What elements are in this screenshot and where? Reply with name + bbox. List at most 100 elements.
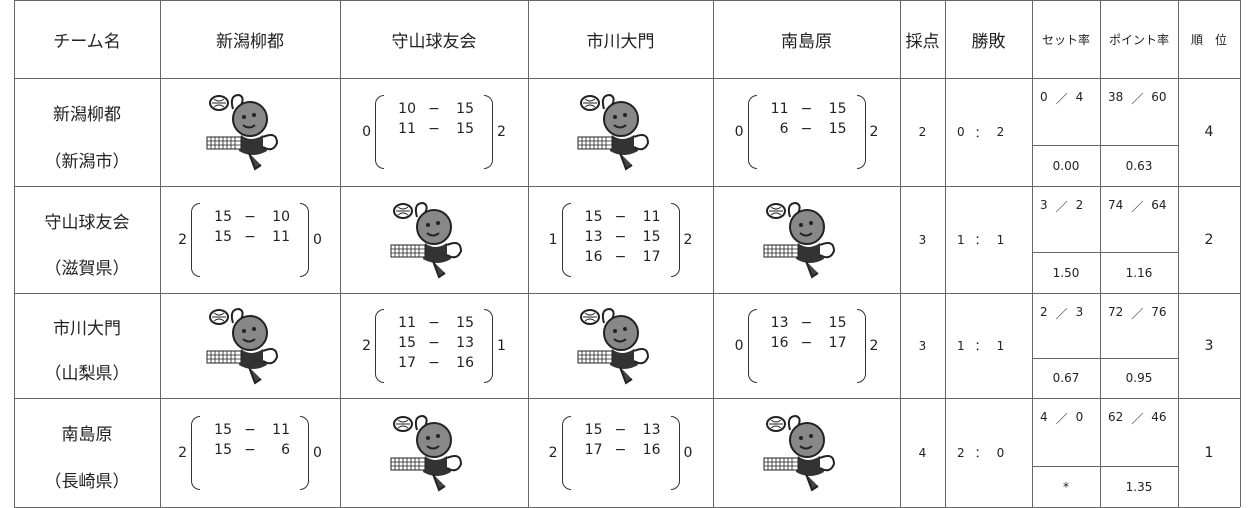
score-line: 13−15 [581,227,661,247]
bracket [747,308,757,383]
bracket [670,202,680,277]
score-dash: − [614,421,627,438]
score-dash: − [800,101,813,117]
bracket [856,308,866,383]
mascot-icon [763,201,835,279]
mascot-cell [340,398,528,507]
score-line: 15−11 [210,227,290,247]
score-against: 15 [828,121,847,137]
score-against: 16 [642,441,661,458]
match-result: 0 13−15 16−17 2 [713,293,900,398]
column-header: 採点 [905,31,940,52]
slash: ／ [1131,412,1144,426]
grid-line [340,0,341,507]
rate-counts: 38 ／ 60 [1108,90,1167,107]
rate-divider [1100,145,1178,146]
count-b: 4 [1075,90,1084,104]
score-line: 15−11 [210,420,290,440]
score-dash: − [244,441,256,458]
bracket [300,202,309,277]
score-against: 6 [281,441,290,458]
score-lines: 15−10 15−11 [204,203,296,277]
wins: 1 [957,338,965,353]
score-for: 6 [779,121,789,137]
score-dash: − [428,121,440,137]
score-against: 11 [272,228,290,245]
column-header: ポイント率 [1108,32,1169,47]
sets-lost: 2 [869,124,879,140]
rate-counts: 62 ／ 46 [1108,410,1167,427]
mascot-cell [528,293,713,398]
score-for: 16 [584,248,603,265]
losses: 1 [996,232,1005,247]
rate-counts: 2 ／ 3 [1040,305,1083,322]
bracket [561,415,571,490]
win-loss: 0 ： 2 [957,78,1004,186]
match-result: 2 15−13 17−16 0 [528,398,713,507]
match-result: 0 11−15 6−15 2 [713,78,900,186]
count-b: 46 [1151,410,1167,424]
grid-line [14,398,1240,399]
rate-counts: 72 ／ 76 [1108,305,1167,322]
score-lines: 15−13 17−16 [575,416,667,490]
rank: 3 [1204,337,1214,354]
sets-won: 1 [548,231,558,248]
bracket [191,415,200,490]
score-dash: − [800,314,813,331]
sets-lost: 2 [683,231,693,248]
sets-won: 2 [362,337,371,354]
match-result: 2 15−11 15−6 0 [160,398,340,507]
colon: ： [974,446,987,460]
score-line: 11−15 [394,313,474,333]
count-b: 60 [1151,90,1167,104]
losses: 1 [996,338,1005,353]
mascot-icon [206,307,279,385]
rate-divider [1032,145,1100,146]
rate-counts: 0 ／ 4 [1040,90,1083,107]
score-dash: − [244,208,256,225]
rate-value: 0.63 [1125,158,1153,173]
wins: 1 [957,232,965,247]
score-lines: 15−11 13−15 16−17 [575,203,667,277]
rate-counts: 4 ／ 0 [1040,410,1083,427]
mascot-icon [390,201,463,279]
points: 3 [918,338,927,353]
wins: 2 [957,445,965,460]
count-b: 3 [1075,305,1084,319]
count-a: 4 [1040,410,1048,424]
score-lines: 10−15 11−15 [388,95,480,169]
score-dash: − [800,121,813,137]
grid-line [14,293,1240,294]
score-line: 15− 6 [210,440,290,460]
match-result: 0 10−15 11−15 2 [340,78,528,186]
bracket [856,95,866,169]
count-a: 3 [1040,198,1048,212]
win-loss: 2 ： 0 [957,398,1004,507]
score-line: 11−15 [394,119,474,139]
sets-won: 2 [178,231,187,248]
score-dash: − [428,314,440,331]
score-line: 11−15 [767,99,847,119]
bracket [747,95,757,169]
score-against: 13 [642,421,661,438]
rank: 4 [1204,124,1214,140]
sets-lost: 2 [497,124,506,140]
score-dash: − [244,421,256,438]
bracket [484,95,493,169]
grid-line [14,0,1240,1]
team-home: （新潟市） [44,151,130,172]
grid-line [14,78,1240,79]
score-line: 6−15 [767,119,847,139]
match-result: 2 11−15 15−13 17−16 1 [340,293,528,398]
grid-line [900,0,901,507]
losses: 2 [996,125,1005,139]
match-result: 2 15−10 15−11 0 [160,186,340,293]
sets-lost: 0 [683,444,693,461]
mascot-icon [577,307,649,385]
sets-won: 0 [362,124,371,140]
score-line: 16−17 [581,247,661,267]
sets-lost: 0 [313,231,322,248]
rate-value: 0.67 [1052,371,1080,385]
team-home: （山梨県） [44,364,130,385]
